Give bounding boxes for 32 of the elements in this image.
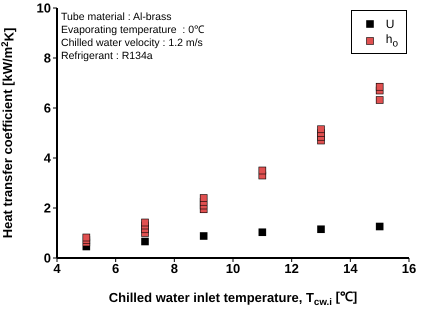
point: [376, 96, 384, 104]
point: [376, 82, 384, 91]
x-tick-label: 10: [226, 261, 240, 276]
y-tick-label: 4: [44, 150, 52, 166]
y-tick-label: 2: [44, 200, 51, 216]
y-tick-label: 10: [36, 0, 51, 16]
y-tick-label: 6: [44, 100, 51, 116]
x-tick-label: 4: [53, 261, 62, 276]
x-tick-label: 8: [170, 261, 178, 276]
point: [141, 238, 149, 246]
legend-label: h$_{o}$: [386, 32, 398, 50]
x-tick-label: 12: [284, 261, 299, 276]
x-tick-label: 6: [112, 261, 120, 276]
annotation: Tube material : Al-brass: [61, 11, 172, 24]
annotation: Chilled water velocity : 1.2 m/s: [61, 37, 204, 50]
point: [200, 232, 208, 240]
point: [258, 166, 266, 174]
annotation: Refrigerant : R134a: [61, 50, 154, 63]
legend-label: U: [386, 16, 394, 30]
x-tick-label: 14: [343, 261, 358, 276]
x-tick-label: 16: [402, 261, 416, 276]
point: [258, 228, 266, 236]
point: [376, 222, 384, 230]
point: [82, 234, 90, 242]
point: [317, 125, 325, 134]
y-tick-label: 8: [44, 50, 51, 66]
annotation: Evaporating temperature : 0℃: [61, 24, 204, 37]
point: [317, 225, 325, 234]
point: [200, 194, 208, 202]
point: [141, 218, 149, 226]
y-tick-label: 0: [44, 250, 51, 266]
x-axis-title: Chilled water inlet temperature, T$_{cw.i}$ [℃]: [108, 289, 358, 308]
